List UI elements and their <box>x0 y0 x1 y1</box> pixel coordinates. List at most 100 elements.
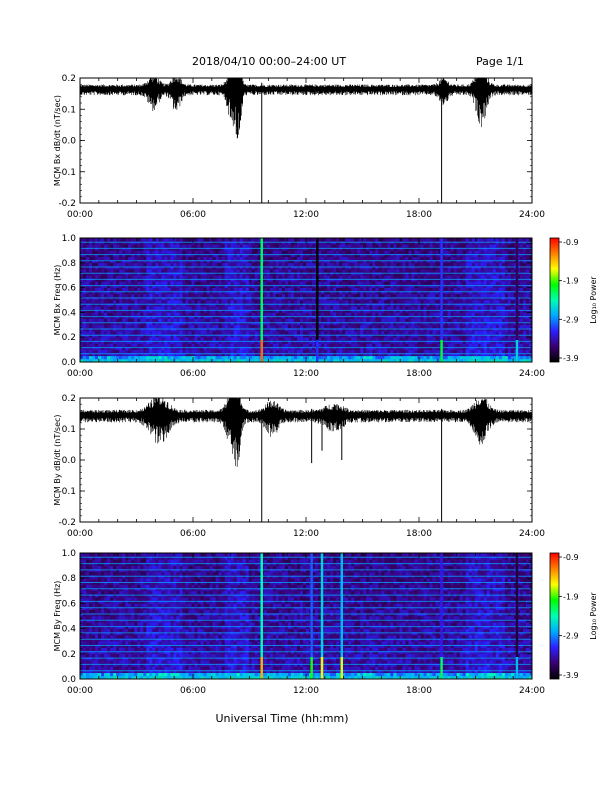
spectrogram-cell <box>296 293 301 298</box>
spectrogram-cell <box>110 296 114 301</box>
spectrogram-cell <box>426 358 430 363</box>
spectrogram-cell <box>324 296 328 301</box>
spectrogram-cell <box>266 337 271 341</box>
spectrogram-cell <box>348 324 352 329</box>
spectrogram-cell <box>254 349 259 353</box>
spectrogram-cell <box>194 293 198 298</box>
spectrogram-cell <box>438 269 442 273</box>
spectrogram-cell <box>405 259 409 264</box>
spectrogram-cell <box>351 321 355 326</box>
spectrogram-cell <box>227 340 231 344</box>
spectrogram-cell <box>390 355 394 360</box>
spectrogram-cell <box>164 318 168 322</box>
spectrogram-cell <box>101 284 105 288</box>
spectrogram-cell <box>390 312 394 316</box>
spectrogram-cell <box>161 262 165 267</box>
spectrogram-cell <box>266 327 271 332</box>
spectrogram-cell <box>384 287 388 291</box>
spectrogram-cell <box>110 265 114 270</box>
spectrogram-cell <box>281 312 286 316</box>
spectrogram-cell <box>402 238 406 242</box>
spectrogram-cell <box>296 281 301 285</box>
spectrogram-cell <box>143 324 147 329</box>
spectrogram-cell <box>152 352 156 357</box>
spectrogram-cell <box>272 262 277 267</box>
spectrogram-cell <box>296 309 301 313</box>
spectrogram-cell <box>441 352 445 357</box>
spectrogram-cell <box>182 250 186 254</box>
spectrogram-cell <box>375 300 379 304</box>
spectrogram-cell <box>227 259 231 264</box>
spectrogram-cell <box>411 340 415 344</box>
spectrogram-cell <box>336 250 340 254</box>
spectrogram-cell <box>128 300 132 304</box>
spectrogram-cell <box>293 278 298 282</box>
spectrogram-cell <box>170 262 174 267</box>
spectrogram-cell <box>179 358 183 363</box>
spectrogram-cell <box>242 250 247 254</box>
spectrogram-cell <box>318 262 322 267</box>
spectrogram-cell <box>408 275 412 279</box>
spectrogram-cell <box>275 272 280 276</box>
spectrogram-cell <box>381 287 385 291</box>
spectrogram-cell <box>161 309 165 313</box>
spectrogram-cell <box>170 265 174 270</box>
spectrogram-cell <box>381 300 385 304</box>
spectrogram-cell <box>200 241 204 245</box>
spectrogram-cell <box>227 253 231 257</box>
spectrogram-cell <box>411 247 415 251</box>
spectrogram-cell <box>128 253 132 257</box>
spectrogram-cell <box>378 321 382 326</box>
spectrogram-cell <box>221 272 225 276</box>
spectrogram-cell <box>396 253 400 257</box>
spectrogram-cell <box>369 355 373 360</box>
spectrogram-cell <box>293 340 298 344</box>
spectrogram-cell <box>131 324 135 329</box>
spectrogram-cell <box>381 247 385 251</box>
spectrogram-cell <box>290 309 295 313</box>
spectrogram-cell <box>239 358 244 363</box>
spectrogram-cell <box>89 238 93 242</box>
spectrogram-cell <box>140 247 144 251</box>
spectrogram-cell <box>185 334 189 338</box>
spectrogram-cell <box>351 343 355 347</box>
spectrogram-cell <box>254 337 259 341</box>
spectrogram-cell <box>110 290 114 295</box>
spectrogram-cell <box>86 259 90 264</box>
spectrogram-cell <box>299 278 304 282</box>
spectrogram-cell <box>290 293 295 298</box>
spectrogram-cell <box>399 253 403 257</box>
spectrogram-cell <box>426 355 430 360</box>
spectrogram-cell <box>131 312 135 316</box>
spectrogram-cell <box>275 278 280 282</box>
spectrogram-cell <box>363 303 367 307</box>
spectrogram-cell <box>302 324 307 329</box>
spectrogram-cell <box>149 296 153 301</box>
spectrogram-cell <box>245 290 250 295</box>
spectrogram-cell <box>336 312 340 316</box>
spectrogram-cell <box>324 241 328 245</box>
spectrogram-cell <box>390 259 394 264</box>
spectrogram-cell <box>254 324 259 329</box>
spectrogram-cell <box>164 324 168 329</box>
spectrogram-cell <box>363 293 367 298</box>
spectrogram-cell <box>95 327 99 332</box>
spectrogram-cell <box>215 327 219 332</box>
spectrogram-cell <box>98 337 102 341</box>
spectrogram-cell <box>384 315 388 319</box>
spectrogram-cell <box>164 262 168 267</box>
spectrogram-cell <box>197 269 201 273</box>
spectrogram-cell <box>287 290 292 295</box>
spectrogram-cell <box>128 352 132 357</box>
spectrogram-cell <box>293 284 298 288</box>
spectrogram-cell <box>212 253 216 257</box>
spectrogram-cell <box>369 256 373 260</box>
spectrogram-cell <box>122 250 126 254</box>
spectrogram-cell <box>83 358 87 363</box>
spectrogram-cell <box>381 349 385 353</box>
spectrogram-cell <box>309 275 313 279</box>
spectrogram-cell <box>312 309 316 313</box>
spectrogram-cell <box>251 318 256 322</box>
spectrogram-cell <box>167 312 171 316</box>
spectrogram-cell <box>357 312 361 316</box>
